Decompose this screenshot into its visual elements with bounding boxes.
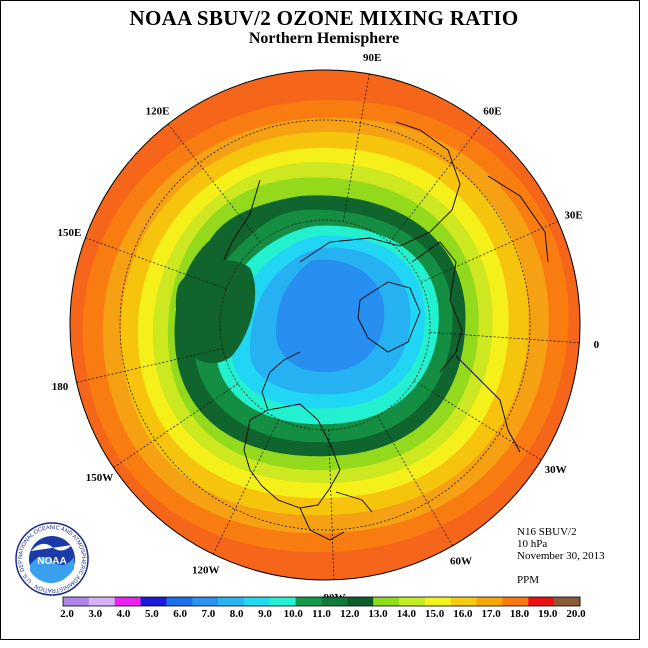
meridian-line [76, 348, 223, 383]
parallel-60n [219, 219, 431, 431]
noaa-seal-icon: NATIONAL OCEANIC AND ATMOSPHERIC ADMINIS… [14, 521, 89, 596]
coastlines [223, 121, 549, 541]
units-label: PPM [517, 574, 540, 586]
longitude-label: 150W [86, 472, 114, 484]
meridian-line [212, 419, 280, 555]
meridian-line [328, 429, 335, 580]
noaa-logo: NATIONAL OCEANIC AND ATMOSPHERIC ADMINIS… [14, 521, 90, 597]
band-c12-west [175, 260, 256, 364]
coast-africa [455, 355, 521, 453]
meridians [76, 73, 580, 580]
meridian-line [413, 380, 542, 461]
coast-north-america [243, 403, 341, 509]
coast-north-america-2 [261, 351, 301, 411]
meridian-line [85, 237, 227, 290]
instrument-label: N16 SBUV/2 [517, 526, 577, 538]
longitude-label: 90W [323, 592, 345, 604]
ozone-field [70, 70, 580, 580]
longitude-label: 120W [192, 564, 220, 576]
graticule [119, 119, 531, 531]
level-label: 10 hPa [517, 538, 548, 550]
longitude-labels: 90E 60E 30E 0 30W 60W 90W 120W 150W 180 150E 120E [52, 52, 600, 604]
meridian-line [167, 123, 261, 243]
longitude-label: 60E [483, 106, 501, 118]
coast-eastasia [223, 179, 261, 261]
longitude-label: 0 [594, 339, 600, 351]
longitude-label: 180 [52, 381, 69, 393]
page-subtitle: Northern Hemisphere [248, 30, 400, 47]
map-border [69, 69, 581, 581]
longitude-label: 30E [564, 209, 582, 221]
coast-europe [411, 241, 463, 373]
meridian-line [342, 73, 370, 222]
logo-text: NOAA [37, 556, 66, 567]
longitude-label: 120E [146, 106, 170, 118]
longitude-label: 150E [57, 227, 81, 239]
longitude-label: 90E [363, 52, 381, 64]
coast-central-america [299, 507, 345, 541]
meridian-line [429, 331, 580, 344]
band-c7 [276, 259, 385, 373]
meridian-line [113, 383, 239, 468]
date-label: November 30, 2013 [517, 550, 605, 562]
meridian-line [389, 123, 483, 243]
coast-arabia [487, 175, 549, 263]
parallel-30n [119, 119, 531, 531]
longitude-label: 30W [545, 464, 567, 476]
longitude-label: 60W [450, 556, 472, 568]
coast-caribbean [335, 491, 373, 513]
page-title: NOAA SBUV/2 OZONE MIXING RATIO [129, 6, 519, 30]
coast-asia [299, 121, 461, 263]
meridian-line [377, 415, 453, 547]
meridian-line [420, 220, 559, 283]
coast-greenland [357, 281, 421, 353]
